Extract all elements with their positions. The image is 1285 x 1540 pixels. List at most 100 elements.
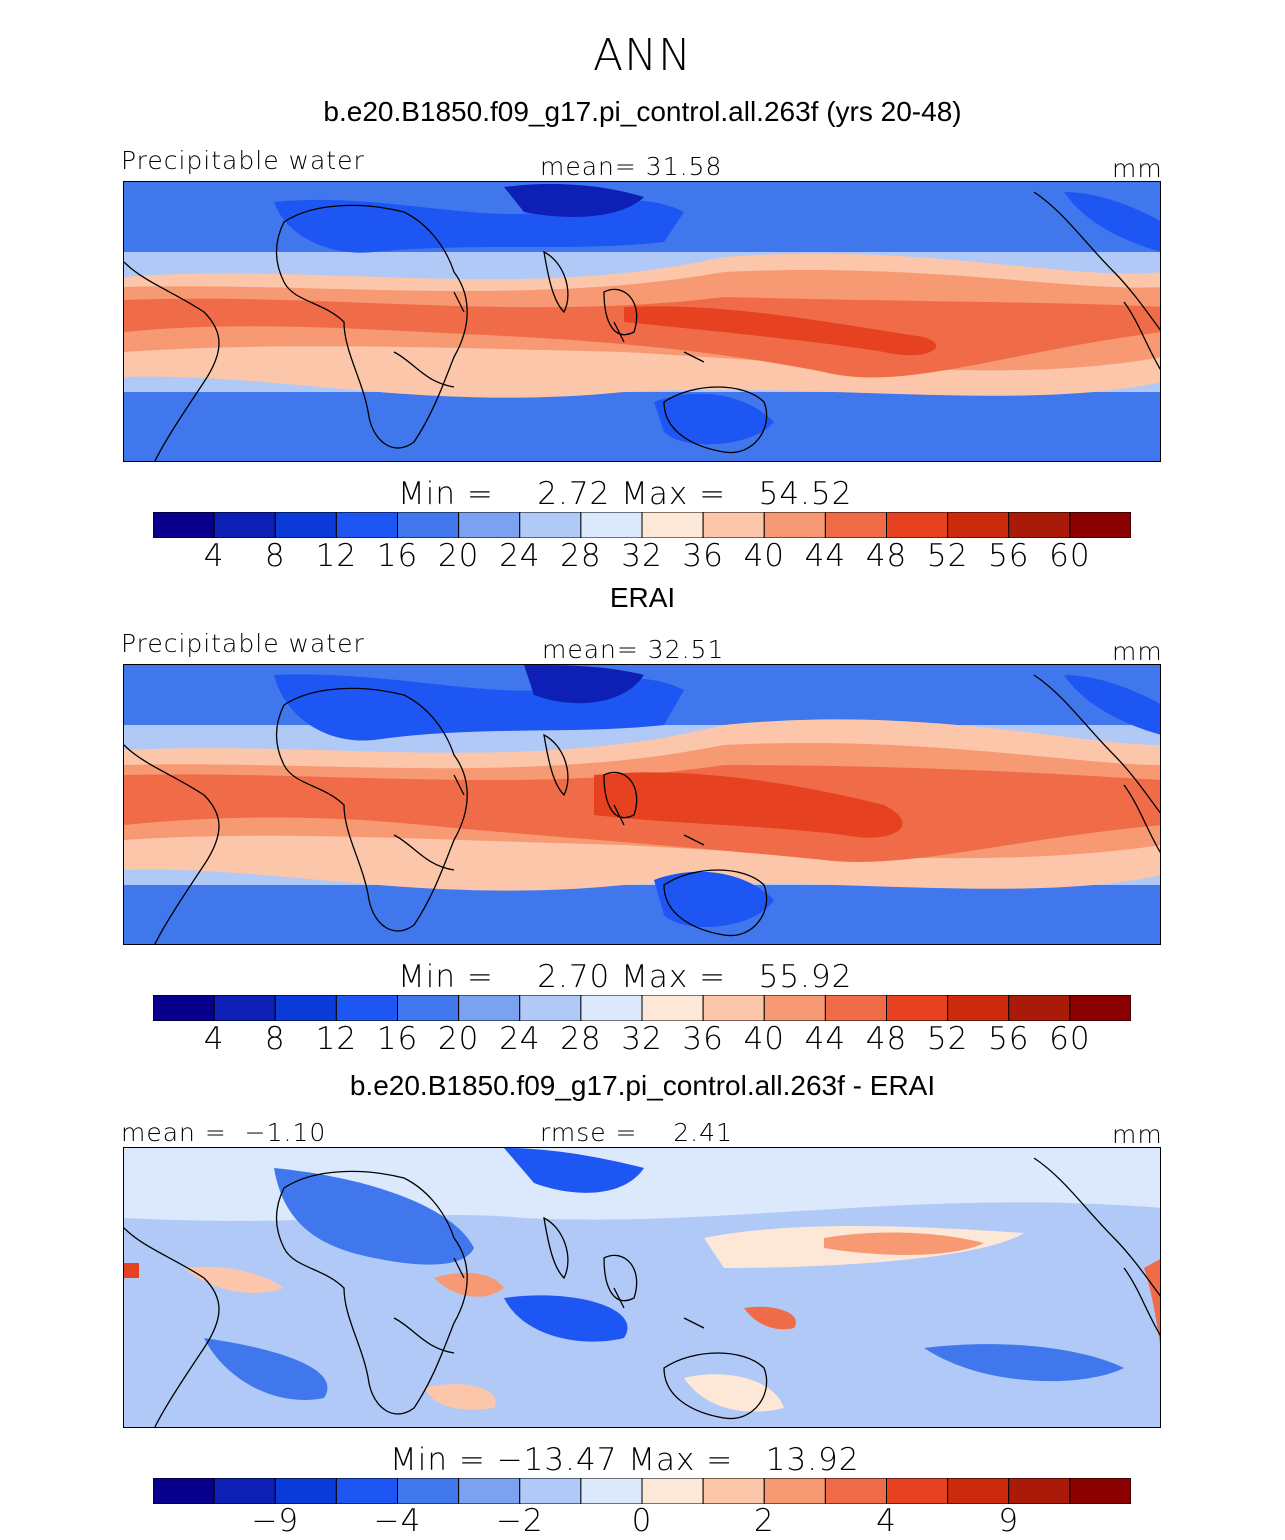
panel1-colorbar-box-1 (213, 511, 276, 539)
panel2-colorbar-tick-label: 56 (988, 1021, 1030, 1057)
panel1-variable-label: Precipitable water (121, 146, 365, 175)
panel1-colorbar-tick-label: 40 (743, 538, 786, 574)
panel2-colorbar-ticks: 4 8 12 16 20 24 28 32 36 40 44 48 52 56 60 (153, 1021, 1131, 1057)
panel3-colorbar-box-13 (947, 1477, 1010, 1505)
panel1-colorbar-tick-label: 52 (926, 538, 969, 574)
panel3-colorbar-box-1 (213, 1477, 276, 1505)
panel1-colorbar-box-0 (152, 511, 215, 539)
panel1-mean-label: mean= 31.58 (540, 152, 723, 181)
panel3-colorbar-tick-label: 4 (876, 1503, 897, 1539)
panel1-colorbar-box-8 (641, 511, 704, 539)
panel1-colorbar-box-9 (702, 511, 765, 539)
panel2-colorbar-box-4 (397, 994, 460, 1022)
panel2-colorbar-box-11 (824, 994, 888, 1022)
panel3-field (124, 1148, 1160, 1427)
panel2-colorbar-tick-label: 44 (804, 1021, 847, 1057)
panel1-colorbar-tick-label: 32 (621, 538, 663, 574)
panel1-units-label: mm (1112, 154, 1163, 183)
panel2-colorbar-tick-label: 60 (1049, 1021, 1091, 1057)
panel3-colorbar-box-15 (1069, 1477, 1132, 1505)
panel3-title: b.e20.B1850.f09_g17.pi_control.all.263f … (349, 1070, 936, 1101)
panel1-colorbar-box-3 (335, 511, 399, 539)
panel3-colorbar-box-6 (519, 1477, 582, 1505)
panel3-colorbar-box-12 (886, 1477, 949, 1505)
panel3-mean-label: mean = −1.10 (121, 1118, 327, 1147)
panel3-units-label: mm (1112, 1120, 1163, 1149)
panel2-colorbar-box-9 (702, 994, 765, 1022)
panel2-colorbar-tick-label: 24 (499, 1021, 541, 1057)
panel3-colorbar-tick-label: −4 (373, 1503, 422, 1539)
panel1-colorbar-tick-label: 16 (376, 538, 419, 574)
panel3-colorbar-box-10 (763, 1477, 826, 1505)
panel1-colorbar-tick-label: 44 (804, 538, 847, 574)
panel1-colorbar-box-6 (519, 511, 582, 539)
panel3-coastlines (124, 1157, 1160, 1427)
panel1-colorbar-tick-label: 24 (499, 538, 541, 574)
panel3-colorbar-box-5 (458, 1477, 521, 1505)
panel2-colorbar-tick-label: 12 (315, 1021, 358, 1057)
panel3-colorbar-tick-label: −2 (495, 1503, 544, 1539)
panel1-colorbar-box-5 (458, 511, 521, 539)
panel1-colorbar-box-13 (947, 511, 1010, 539)
panel2-colorbar-tick-label: 8 (264, 1021, 286, 1057)
panel2-colorbar-box-6 (519, 994, 582, 1022)
panel2-colorbar-box-14 (1008, 994, 1071, 1022)
panel1-colorbar-box-11 (824, 511, 888, 539)
panel1-coastlines (124, 191, 1160, 461)
panel2-colorbar (152, 994, 1132, 1022)
panel3-colorbar (152, 1477, 1132, 1505)
panel2-colorbar-box-7 (580, 994, 643, 1022)
panel2-colorbar-box-13 (947, 994, 1010, 1022)
panel2-colorbar-tick-label: 16 (376, 1021, 419, 1057)
panel3-rmse-label: rmse = 2.41 (540, 1118, 733, 1147)
panel2-colorbar-box-1 (213, 994, 276, 1022)
panel3-colorbar-tick-label: −9 (251, 1503, 300, 1539)
panel2-colorbar-box-12 (886, 994, 949, 1022)
panel2-stats: Min = 2.70 Max = 55.92 (398, 959, 853, 995)
panel1-stats: Min = 2.72 Max = 54.52 (398, 476, 853, 512)
panel2-colorbar-box-2 (274, 994, 337, 1022)
panel1-colorbar-tick-label: 12 (315, 538, 358, 574)
panel1-colorbar-tick-label: 60 (1049, 538, 1091, 574)
panel2-coastlines (124, 674, 1160, 944)
panel1-colorbar-ticks: 4 8 12 16 20 24 28 32 36 40 44 48 52 56 60 (153, 538, 1131, 574)
panel3-colorbar-tick-label: 2 (753, 1503, 775, 1539)
panel3-stats: Min = −13.47 Max = 13.92 (390, 1442, 860, 1478)
panel2-colorbar-tick-label: 48 (865, 1021, 908, 1057)
panel1-colorbar-box-7 (580, 511, 643, 539)
panel3-colorbar-ticks: −9 −4 −2 0 2 4 9 (153, 1503, 1131, 1539)
panel1-colorbar-tick-label: 56 (988, 538, 1030, 574)
panel3-colorbar-tick-label: 0 (631, 1503, 653, 1539)
panel1-colorbar-box-10 (763, 511, 826, 539)
panel2-colorbar-box-8 (641, 994, 704, 1022)
panel3-colorbar-box-4 (397, 1477, 460, 1505)
panel2-colorbar-tick-label: 32 (621, 1021, 663, 1057)
panel2-colorbar-box-10 (763, 994, 826, 1022)
panel1-colorbar-box-14 (1008, 511, 1071, 539)
panel1-map (123, 181, 1161, 462)
panel3-colorbar-box-14 (1008, 1477, 1071, 1505)
panel3-colorbar-box-2 (274, 1477, 337, 1505)
panel1-colorbar-box-4 (397, 511, 460, 539)
panel2-colorbar-tick-label: 40 (743, 1021, 786, 1057)
panel2-title: ERAI (609, 582, 676, 613)
panel1-colorbar-box-15 (1069, 511, 1132, 539)
panel3-map (123, 1147, 1161, 1428)
panel1-colorbar-tick-label: 48 (865, 538, 908, 574)
panel2-colorbar-box-15 (1069, 994, 1132, 1022)
panel3-colorbar-box-7 (580, 1477, 643, 1505)
panel2-units-label: mm (1112, 637, 1163, 666)
panel1-colorbar-box-12 (886, 511, 949, 539)
panel3-colorbar-box-11 (824, 1477, 888, 1505)
panel2-map (123, 664, 1161, 945)
panel3-colorbar-box-8 (641, 1477, 704, 1505)
panel3-colorbar-tick-label: 9 (998, 1503, 1020, 1539)
panel3-colorbar-box-3 (335, 1477, 399, 1505)
panel2-colorbar-tick-label: 4 (203, 1021, 225, 1057)
panel2-colorbar-box-3 (335, 994, 399, 1022)
panel2-mean-label: mean= 32.51 (542, 635, 725, 664)
panel2-colorbar-box-0 (152, 994, 215, 1022)
panel1-colorbar (152, 511, 1132, 539)
panel1-colorbar-tick-label: 4 (203, 538, 225, 574)
season-title: ANN (593, 30, 692, 81)
